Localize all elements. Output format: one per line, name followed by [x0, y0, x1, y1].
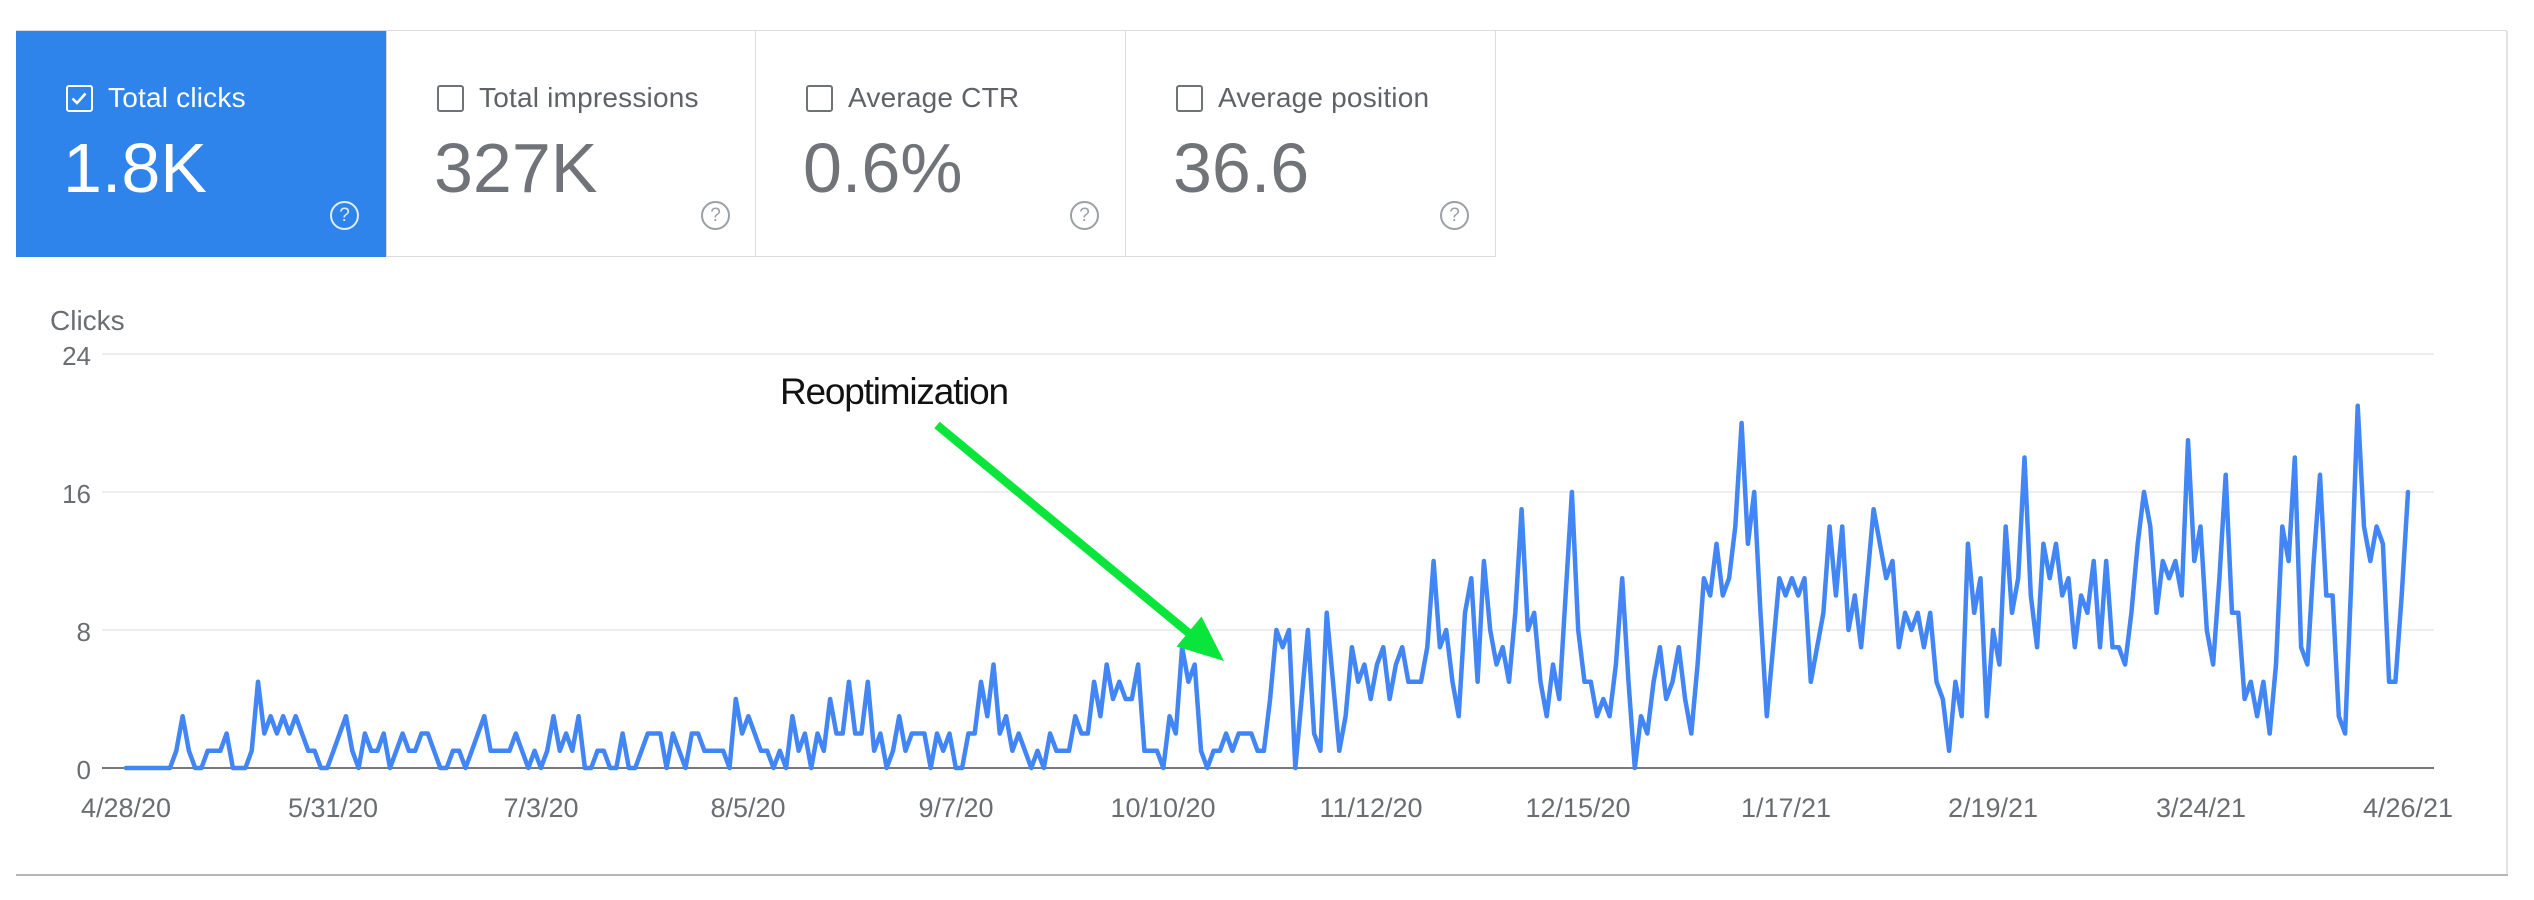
svg-text:Reoptimization: Reoptimization [780, 371, 1008, 412]
svg-text:16: 16 [62, 479, 91, 509]
svg-text:11/12/20: 11/12/20 [1319, 793, 1422, 823]
svg-text:1/17/21: 1/17/21 [1741, 793, 1831, 823]
svg-text:7/3/20: 7/3/20 [503, 793, 578, 823]
svg-text:9/7/20: 9/7/20 [918, 793, 993, 823]
svg-text:5/31/20: 5/31/20 [288, 793, 378, 823]
svg-text:Clicks: Clicks [50, 305, 125, 336]
svg-text:8: 8 [77, 617, 91, 647]
svg-text:24: 24 [62, 341, 91, 371]
svg-text:3/24/21: 3/24/21 [2156, 793, 2246, 823]
svg-text:4/26/21: 4/26/21 [2363, 793, 2453, 823]
svg-text:10/10/20: 10/10/20 [1110, 793, 1215, 823]
svg-text:4/28/20: 4/28/20 [81, 793, 171, 823]
svg-text:12/15/20: 12/15/20 [1525, 793, 1630, 823]
svg-text:2/19/21: 2/19/21 [1948, 793, 2038, 823]
svg-text:0: 0 [77, 755, 91, 785]
svg-text:8/5/20: 8/5/20 [710, 793, 785, 823]
